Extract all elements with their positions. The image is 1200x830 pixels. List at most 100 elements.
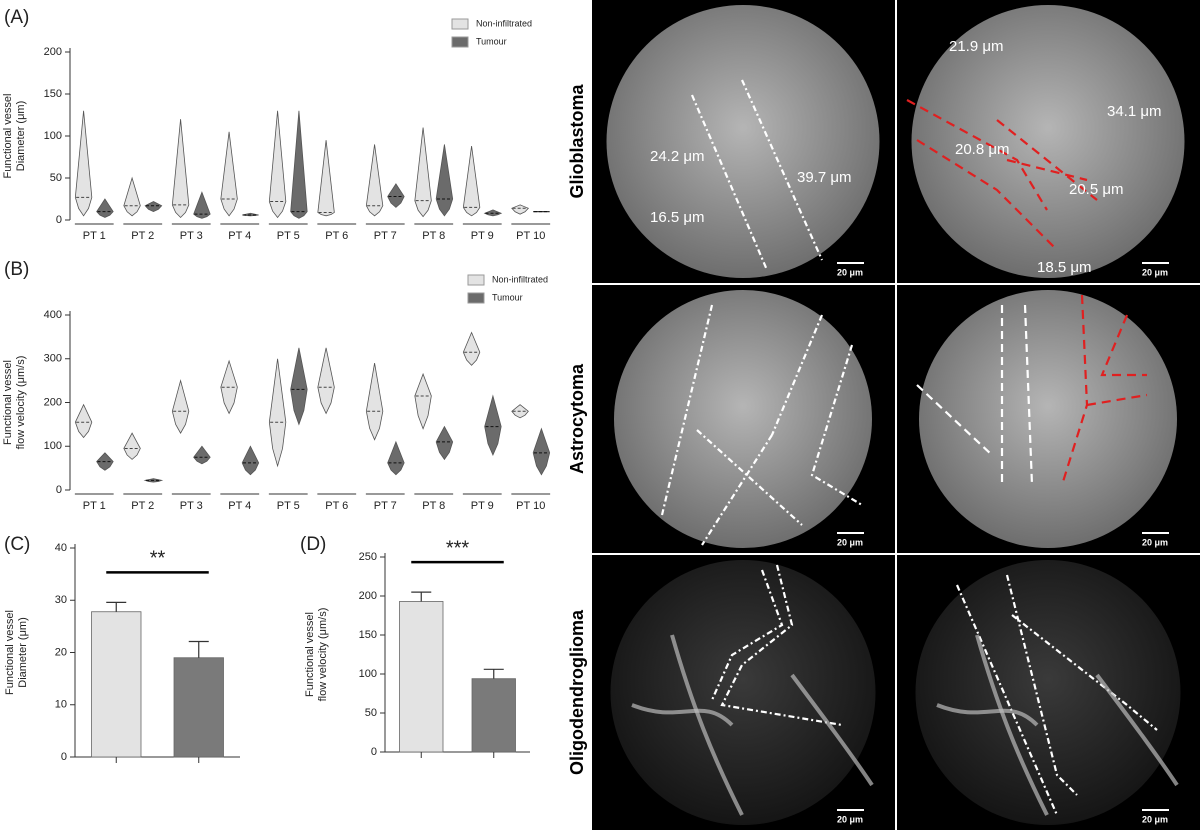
error-bar (106, 601, 127, 612)
violin (387, 440, 405, 476)
vessel-outline (955, 574, 1158, 816)
microscopy-field (919, 290, 1177, 548)
y-axis-label: flow velocity (μm/s) (317, 608, 329, 702)
x-tick-label: PT 7 (374, 500, 397, 512)
y-tick-label: 400 (44, 309, 62, 321)
violin (193, 445, 211, 465)
panel-label: (D) (300, 534, 326, 555)
y-tick-label: 20 (55, 646, 67, 658)
vessel-outline (906, 99, 1098, 251)
y-tick-label: 0 (61, 751, 67, 763)
legend-label: Non-infiltrated (492, 274, 548, 284)
legend-swatch (467, 292, 485, 304)
y-tick-label: 0 (371, 746, 377, 758)
violin (462, 331, 481, 366)
legend-swatch (467, 274, 485, 286)
x-tick-label: PT 8 (422, 230, 445, 242)
violin (96, 198, 114, 218)
y-tick-label: 150 (359, 629, 377, 641)
x-tick-label: PT 1 (83, 500, 106, 512)
violin (171, 119, 190, 219)
violin (365, 144, 384, 217)
error-bar (188, 640, 209, 658)
violin (435, 425, 454, 461)
panel-label: (A) (4, 7, 29, 28)
violin (290, 110, 308, 219)
vessel-outline (660, 304, 863, 546)
significance-label: *** (446, 537, 470, 559)
violin (414, 127, 432, 218)
error-bar (411, 591, 432, 602)
legend-swatch (451, 18, 469, 30)
x-tick-label: PT 4 (228, 230, 251, 242)
y-tick-label: 250 (359, 551, 377, 563)
y-tick-label: 100 (44, 440, 62, 452)
error-bar (483, 668, 504, 679)
violin (123, 432, 141, 460)
violin (268, 110, 287, 219)
vessel-outline (690, 79, 824, 271)
y-tick-label: 200 (44, 396, 62, 408)
measurement-label: 39.7 μm (797, 169, 852, 186)
violin (435, 144, 454, 217)
bar (173, 657, 224, 758)
vessel (631, 703, 734, 727)
vessel-outline (916, 304, 1034, 486)
x-tick-label: PT 9 (471, 230, 494, 242)
microscopy-field (610, 560, 876, 825)
y-tick-label: 150 (44, 88, 62, 100)
y-axis-label: Functional vessel (2, 360, 14, 445)
x-tick-label: PT 3 (180, 500, 203, 512)
y-tick-label: 10 (55, 699, 67, 711)
violin (462, 146, 481, 217)
row-label: Glioblastoma (567, 84, 587, 199)
y-tick-label: 40 (55, 542, 67, 554)
bar (91, 611, 142, 758)
y-axis-label: Diameter (μm) (17, 617, 29, 688)
x-tick-label: PT 10 (516, 230, 545, 242)
vessel-outline (710, 564, 843, 727)
vessel (1095, 673, 1179, 787)
violin (144, 201, 163, 213)
y-tick-label: 30 (55, 594, 67, 606)
measurement-label: 34.1 μm (1107, 103, 1162, 120)
violin (74, 110, 93, 217)
vessel-outline (1060, 294, 1148, 486)
x-tick-label: PT 5 (277, 500, 300, 512)
microscopy-field (915, 560, 1181, 825)
y-tick-label: 100 (359, 668, 377, 680)
violin (414, 372, 432, 430)
microscopy-field (911, 5, 1185, 278)
y-axis-label: Functional vessel (304, 612, 316, 697)
measurement-label: 21.9 μm (949, 38, 1004, 55)
scale-label: 20 μm (1142, 537, 1168, 547)
x-tick-label: PT 6 (325, 230, 348, 242)
vessel (670, 634, 744, 816)
scale-label: 20 μm (837, 814, 863, 824)
violin (74, 403, 93, 439)
violin (387, 183, 405, 208)
violin (317, 347, 335, 415)
measurement-label: 20.8 μm (955, 141, 1010, 158)
x-tick-label: PT 8 (422, 500, 445, 512)
violin (532, 427, 551, 476)
y-tick-label: 200 (359, 590, 377, 602)
x-tick-label: PT 10 (516, 500, 545, 512)
x-tick-label: PT 9 (471, 500, 494, 512)
violin (484, 394, 502, 457)
violin (220, 131, 238, 217)
violin (241, 445, 260, 476)
legend-label: Tumour (492, 292, 523, 302)
microscopy-field (606, 5, 880, 278)
x-tick-label: PT 6 (325, 500, 348, 512)
microscopy-field (614, 290, 872, 548)
y-tick-label: 100 (44, 130, 62, 142)
measurement-label: 16.5 μm (650, 209, 705, 226)
x-tick-label: PT 5 (277, 230, 300, 242)
bar (471, 678, 516, 753)
significance-label: ** (150, 548, 166, 570)
legend-label: Non-infiltrated (476, 18, 532, 28)
x-tick-label: PT 7 (374, 230, 397, 242)
y-tick-label: 0 (56, 484, 62, 496)
